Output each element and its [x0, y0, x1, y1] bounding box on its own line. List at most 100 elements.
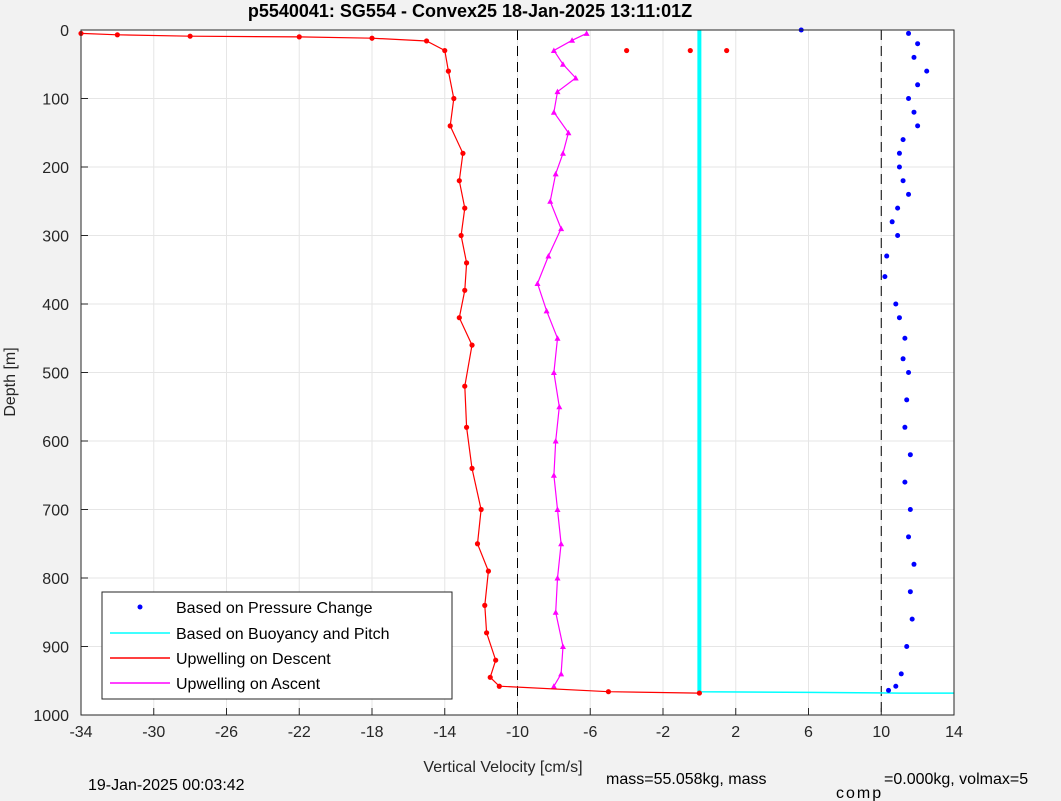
pressure-point	[906, 191, 912, 197]
pressure-point	[900, 356, 906, 362]
descent-point	[460, 150, 466, 156]
descent-point	[487, 674, 493, 680]
pressure-point	[900, 137, 906, 143]
x-tick-label: -6	[583, 724, 597, 741]
descent-point	[478, 506, 484, 513]
ascent-point	[554, 335, 561, 341]
descent-point	[496, 683, 502, 689]
ascent-point	[554, 575, 561, 581]
ticks: -34 -30 -26 -22 -18 -14 -10 -6 -2 2 6 10 14010020030…	[33, 23, 963, 741]
y-tick-label: 500	[42, 366, 69, 383]
x-axis-label: Vertical Velocity [cm/s]	[423, 759, 582, 776]
legend: Based on Pressure Change Based on Buoyan…	[101, 591, 453, 700]
ascent-point	[550, 109, 557, 115]
pressure-point	[911, 561, 917, 567]
pressure-point	[915, 41, 921, 47]
pressure-point	[896, 150, 902, 156]
legend-label-buoyancy: Based on Buoyancy and Pitch	[176, 626, 389, 643]
descent-point	[687, 47, 693, 54]
y-tick-label: 700	[42, 503, 69, 520]
ascent-point	[550, 472, 557, 478]
ascent-point	[547, 198, 554, 204]
ascent-point	[543, 307, 550, 314]
ascent-point	[554, 88, 561, 95]
x-tick-label: 10	[872, 724, 890, 741]
ascent-point	[558, 225, 565, 232]
ascent-point	[552, 170, 559, 177]
descent-point	[469, 465, 475, 471]
pressure-point	[893, 301, 899, 307]
y-tick-label: 100	[42, 92, 69, 109]
y-tick-label: 600	[42, 434, 69, 451]
ascent-point	[565, 129, 572, 136]
descent-point	[696, 690, 702, 696]
x-tick-label: -26	[215, 724, 238, 741]
pressure-point	[915, 82, 921, 88]
ascent-point	[552, 609, 559, 615]
ascent-point	[572, 74, 579, 81]
pressure-point	[907, 507, 913, 512]
pressure-point	[906, 96, 912, 101]
legend-box	[101, 591, 453, 700]
ascent-point	[556, 403, 563, 410]
descent-point	[447, 123, 453, 129]
descent-point	[458, 232, 464, 239]
ascent-point	[534, 280, 541, 286]
ascent-point	[552, 438, 559, 444]
x-tick-label: -14	[433, 724, 456, 741]
x-tick-label: -18	[360, 724, 383, 741]
descent-point	[114, 32, 120, 38]
pressure-point	[895, 205, 901, 211]
pressure-point	[909, 616, 915, 622]
descent-point	[456, 178, 462, 184]
pressure-point	[889, 219, 895, 225]
descent-point	[462, 383, 468, 389]
y-tick-label: 1000	[33, 708, 69, 725]
descent-point	[442, 47, 448, 54]
descent-point	[469, 342, 475, 348]
pressure-point	[906, 534, 912, 540]
x-tick-label: -22	[288, 724, 311, 741]
pressure-point	[902, 479, 908, 485]
descent-point	[624, 47, 630, 54]
descent-point	[485, 568, 491, 574]
pressure-point	[896, 164, 902, 170]
pressure-point	[893, 683, 899, 689]
descent-point	[483, 630, 490, 636]
pressure-point	[886, 687, 892, 693]
footer-date: 19-Jan-2025 00:03:42	[88, 777, 245, 794]
y-tick-label: 200	[42, 160, 69, 177]
descent-point	[451, 95, 457, 102]
y-tick-label: 400	[42, 297, 69, 314]
legend-label-pressure: Based on Pressure Change	[176, 600, 373, 617]
ascent-point	[559, 61, 566, 67]
x-tick-label: -30	[142, 724, 165, 741]
legend-marker-pressure	[137, 604, 143, 610]
ascent-point	[554, 506, 561, 512]
footer-comp-subscript: comp	[836, 785, 883, 801]
pressure-point	[898, 671, 904, 677]
descent-point	[463, 260, 470, 266]
pressure-point	[896, 315, 902, 321]
reference-lines	[517, 30, 882, 715]
x-tick-label: 6	[804, 724, 813, 741]
y-tick-label: 900	[42, 640, 69, 657]
pressure-point	[924, 68, 930, 74]
ascent-point	[583, 30, 590, 36]
x-tick-label: 14	[945, 724, 963, 741]
descent-point	[493, 657, 499, 663]
ascent-point	[569, 37, 576, 43]
footer-mass: mass=55.058kg, mass	[606, 771, 767, 788]
descent-point	[474, 541, 481, 547]
pressure-point	[911, 54, 917, 60]
descent-point	[724, 47, 730, 54]
pressure-point	[906, 30, 912, 36]
ascent-point	[550, 47, 557, 54]
pressure-point	[882, 274, 888, 280]
pressure-point	[904, 397, 910, 403]
descent-point	[605, 689, 612, 695]
descent-point	[463, 424, 470, 430]
pressure-point	[911, 109, 917, 115]
x-tick-label: 2	[731, 724, 740, 741]
y-tick-label: 800	[42, 571, 69, 588]
